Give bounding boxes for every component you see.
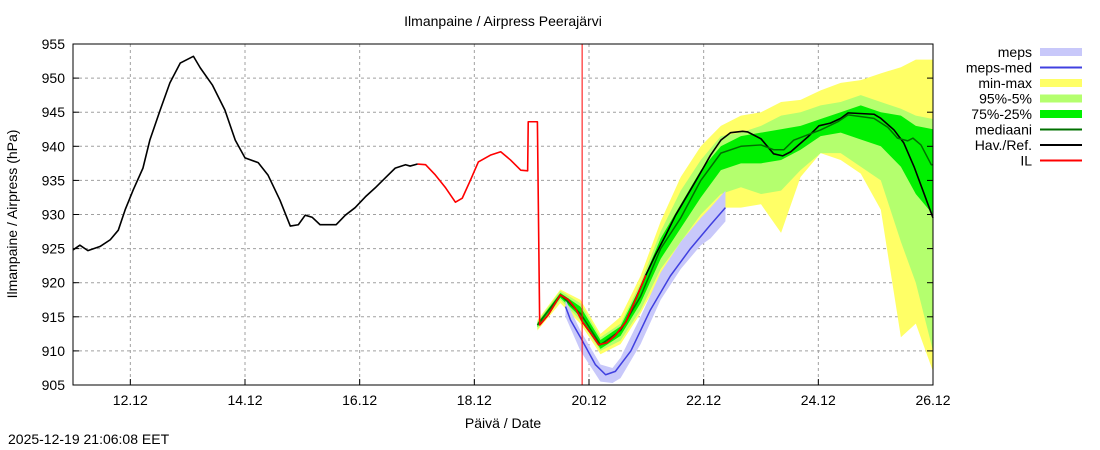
x-tick-label: 18.12 xyxy=(457,392,492,408)
legend-swatch xyxy=(1040,110,1082,118)
legend-swatch xyxy=(1040,48,1082,56)
legend-swatch xyxy=(1040,94,1082,103)
legend-label: meps-med xyxy=(966,60,1032,76)
y-tick-label: 910 xyxy=(42,343,66,359)
legend-label: 75%-25% xyxy=(971,106,1032,122)
y-tick-label: 905 xyxy=(42,377,66,393)
legend-label: IL xyxy=(1020,153,1032,169)
y-axis-label: Ilmanpaine / Airpress (hPa) xyxy=(4,130,20,299)
x-axis-label: Päivä / Date xyxy=(465,415,541,431)
y-tick-label: 930 xyxy=(42,207,66,223)
y-tick-label: 940 xyxy=(42,138,66,154)
x-tick-label: 12.12 xyxy=(113,392,148,408)
y-tick-label: 920 xyxy=(42,275,66,291)
plot-frame xyxy=(72,43,934,386)
legend-label: min-max xyxy=(978,75,1032,91)
line-observations xyxy=(72,55,418,252)
x-tick-label: 22.12 xyxy=(686,392,721,408)
line-meps-med xyxy=(564,207,727,376)
y-tick-label: 955 xyxy=(42,36,66,52)
band-meps xyxy=(565,190,726,383)
x-tick-label: 26.12 xyxy=(915,392,950,408)
legend-label: 95%-5% xyxy=(979,91,1032,107)
y-tick-label: 925 xyxy=(42,241,66,257)
timestamp: 2025-12-19 21:06:08 EET xyxy=(8,431,170,447)
y-tick-label: 945 xyxy=(42,104,66,120)
legend-label: meps xyxy=(998,44,1032,60)
x-tick-label: 20.12 xyxy=(571,392,606,408)
chart-title: Ilmanpaine / Airpress Peerajärvi xyxy=(404,13,602,29)
y-tick-label: 915 xyxy=(42,309,66,325)
legend-label: mediaani xyxy=(975,122,1032,138)
band-75-25- xyxy=(537,105,933,349)
legend-label: Hav./Ref. xyxy=(975,137,1032,153)
x-tick-label: 16.12 xyxy=(342,392,377,408)
y-tick-label: 950 xyxy=(42,70,66,86)
line-il xyxy=(417,120,647,346)
legend-swatch xyxy=(1040,79,1082,87)
y-tick-label: 935 xyxy=(42,172,66,188)
x-tick-label: 24.12 xyxy=(801,392,836,408)
x-tick-label: 14.12 xyxy=(227,392,262,408)
